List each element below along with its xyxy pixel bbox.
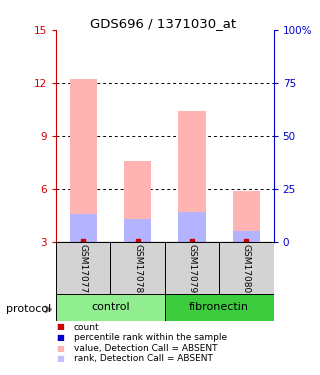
Text: ■: ■ (56, 354, 64, 363)
Bar (165, 294, 274, 321)
Text: value, Detection Call = ABSENT: value, Detection Call = ABSENT (74, 344, 217, 352)
Text: count: count (74, 322, 99, 332)
Bar (179, 212, 206, 242)
Text: GSM17078: GSM17078 (133, 243, 142, 293)
Text: percentile rank within the sample: percentile rank within the sample (74, 333, 227, 342)
Text: rank, Detection Call = ABSENT: rank, Detection Call = ABSENT (74, 354, 212, 363)
Bar (70, 214, 97, 242)
Bar (124, 160, 151, 242)
Text: ■: ■ (56, 333, 64, 342)
Text: GSM17077: GSM17077 (79, 243, 88, 293)
Bar (56, 242, 110, 294)
Bar (124, 219, 151, 242)
Text: GDS696 / 1371030_at: GDS696 / 1371030_at (90, 17, 236, 30)
Bar (233, 231, 260, 242)
Text: fibronectin: fibronectin (189, 303, 249, 312)
Text: ■: ■ (56, 344, 64, 352)
Bar (56, 294, 165, 321)
Bar (110, 242, 165, 294)
Bar (179, 111, 206, 242)
Text: ■: ■ (56, 322, 64, 332)
Bar (233, 190, 260, 242)
Text: protocol: protocol (6, 304, 52, 314)
Bar (219, 242, 274, 294)
Bar (70, 80, 97, 242)
Text: GSM17080: GSM17080 (242, 243, 251, 293)
Text: GSM17079: GSM17079 (188, 243, 196, 293)
Bar (165, 242, 219, 294)
Text: control: control (91, 303, 130, 312)
